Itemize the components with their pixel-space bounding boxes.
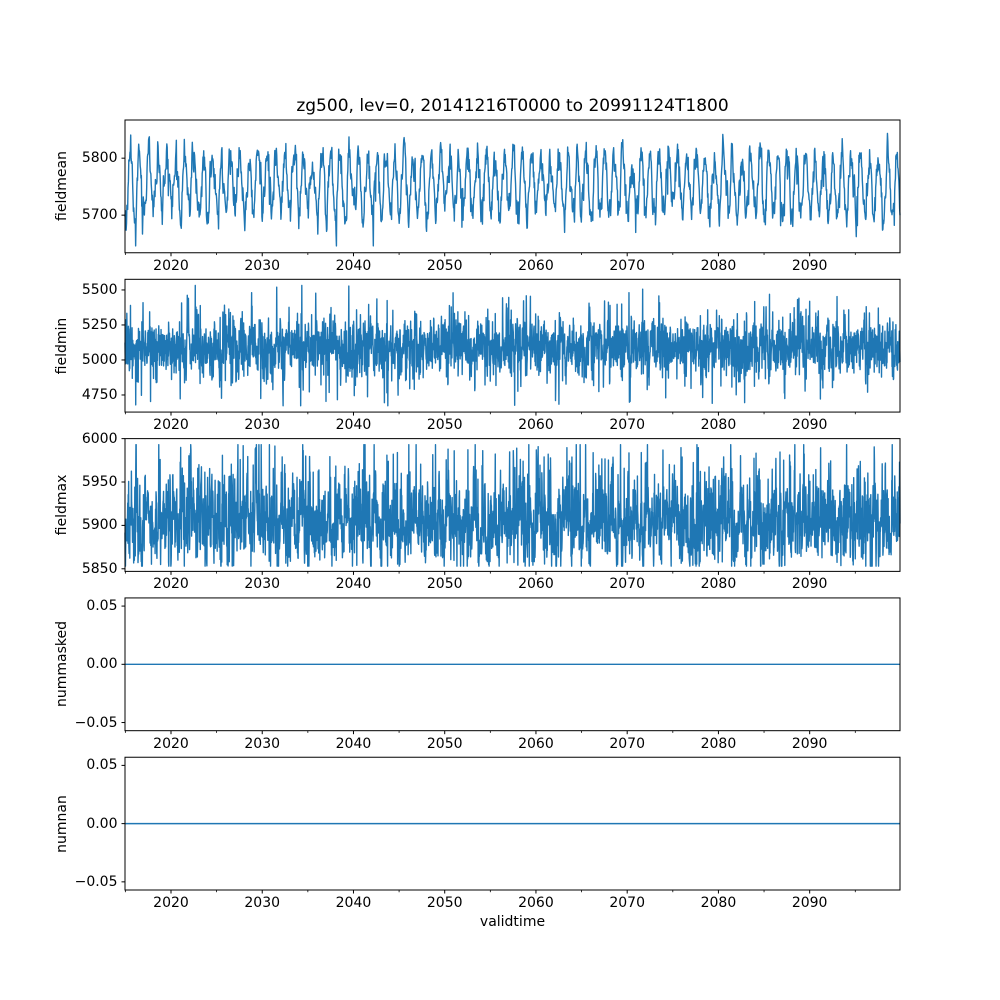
x-tick-label: 2050 [426, 417, 463, 434]
y-tick-label: −0.05 [74, 873, 118, 890]
x-tick-label: 2090 [791, 417, 828, 434]
x-tick-label: 2030 [244, 576, 281, 593]
series-fieldmin [124, 284, 901, 407]
x-tick-label: 2070 [609, 895, 645, 911]
x-tick-label: 2070 [609, 417, 645, 434]
x-tick-label: 2050 [426, 895, 463, 911]
x-tick-label: 2070 [609, 257, 645, 274]
x-tick-label: 2070 [609, 576, 645, 593]
x-tick-label: 2060 [518, 257, 554, 274]
y-axis-title: numnan [54, 794, 70, 853]
x-tick-label: 2030 [244, 417, 281, 434]
y-tick-label: 5500 [81, 281, 118, 298]
axes-frame-fieldmean [124, 119, 901, 254]
x-tick-label: 2040 [335, 735, 372, 752]
x-tick-label: 2050 [426, 735, 463, 752]
x-tick-label: 2040 [335, 257, 372, 274]
y-axis-title: fieldmean [54, 151, 70, 222]
x-tick-label: 2080 [700, 417, 737, 434]
x-axis-label: validtime [479, 914, 546, 930]
x-tick-label: 2060 [518, 735, 554, 752]
x-tick-label: 2020 [153, 895, 189, 911]
x-tick-label: 2050 [426, 257, 463, 274]
x-tick-label: 2040 [335, 417, 372, 434]
x-tick-label: 2030 [244, 257, 281, 274]
y-axis-title: nummasked [54, 621, 70, 708]
y-axis-title: fieldmin [54, 317, 70, 374]
y-tick-label: 5850 [81, 560, 118, 577]
y-tick-label: 5700 [81, 207, 118, 224]
x-tick-label: 2050 [426, 576, 463, 593]
x-tick-label: 2020 [153, 417, 189, 434]
y-tick-label: 5800 [81, 150, 118, 167]
series-fieldmax [124, 443, 901, 567]
x-tick-label: 2060 [518, 576, 554, 593]
y-tick-label: 0.00 [86, 815, 118, 832]
axes-frame-fieldmax [124, 438, 901, 572]
axes-frame-fieldmin [124, 278, 901, 413]
series-fieldmean [124, 132, 901, 247]
y-tick-label: 0.05 [86, 757, 118, 774]
x-tick-label: 2080 [700, 576, 737, 593]
y-tick-label: 0.00 [86, 656, 118, 673]
figure-title: zg500, lev=0, 20141216T0000 to 20991124T… [296, 96, 729, 116]
x-tick-label: 2020 [153, 576, 189, 593]
x-tick-label: 2080 [700, 895, 737, 911]
x-tick-label: 2030 [244, 895, 281, 911]
x-tick-label: 2070 [609, 735, 645, 752]
x-tick-label: 2030 [244, 735, 281, 752]
y-tick-label: 4750 [81, 386, 118, 403]
y-tick-label: 0.05 [86, 598, 118, 615]
x-tick-label: 2090 [791, 257, 828, 274]
y-tick-label: 6000 [81, 430, 118, 447]
y-tick-label: 5000 [81, 351, 118, 368]
y-tick-label: 5250 [81, 316, 118, 333]
y-tick-label: 5900 [81, 517, 118, 534]
x-tick-label: 2080 [700, 257, 737, 274]
x-tick-label: 2020 [153, 257, 189, 274]
x-tick-label: 2040 [335, 576, 372, 593]
y-tick-label: 5950 [81, 474, 118, 490]
x-tick-label: 2060 [518, 417, 554, 434]
y-axis-title: fieldmax [54, 474, 70, 536]
x-tick-label: 2020 [153, 735, 189, 752]
x-tick-label: 2090 [791, 895, 828, 911]
x-tick-label: 2080 [700, 735, 737, 752]
y-tick-label: −0.05 [74, 714, 118, 731]
x-tick-label: 2060 [518, 895, 554, 911]
x-tick-label: 2090 [791, 735, 828, 752]
x-tick-label: 2040 [335, 895, 372, 911]
x-tick-label: 2090 [791, 576, 828, 593]
